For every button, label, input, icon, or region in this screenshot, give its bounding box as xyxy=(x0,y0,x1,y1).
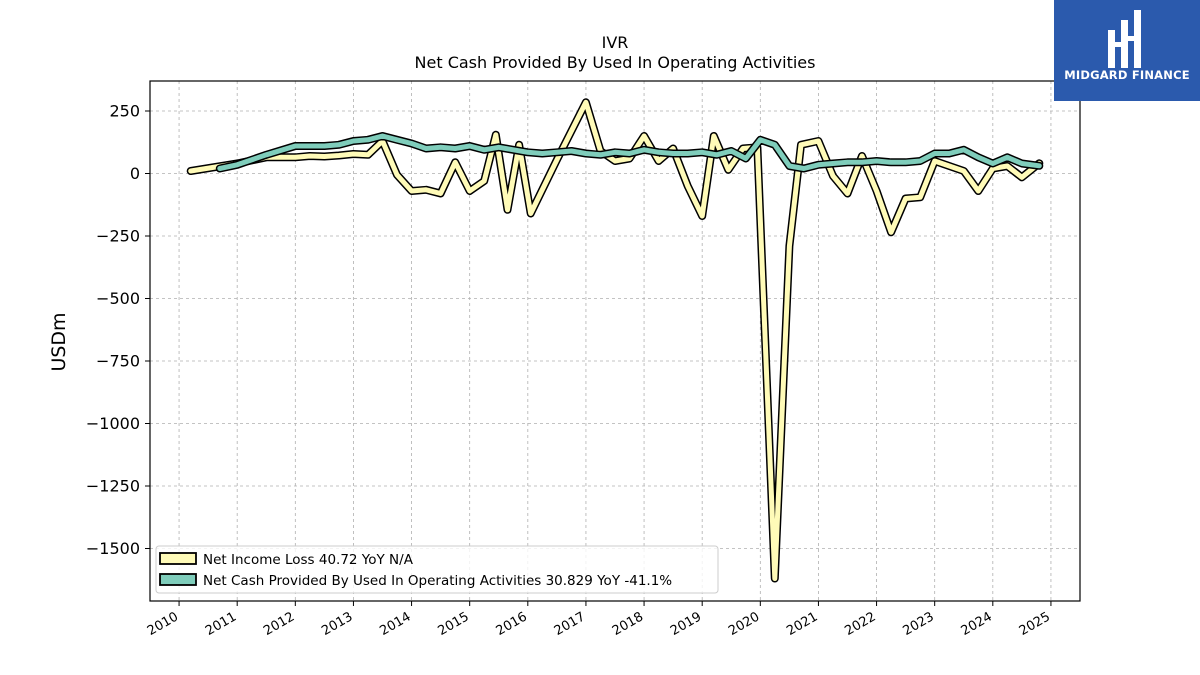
plot-lines xyxy=(186,98,1044,583)
x-tick-label: 2010 xyxy=(145,609,181,639)
x-tick-label: 2012 xyxy=(261,609,297,639)
plot-frame xyxy=(149,80,1081,602)
x-tick-label: 2024 xyxy=(959,609,995,639)
y-tick-label: −1000 xyxy=(86,414,140,433)
chart-title: IVR xyxy=(602,33,629,52)
x-tick-label: 2011 xyxy=(203,609,239,639)
x-tick-label: 2022 xyxy=(842,609,878,639)
x-tick-label: 2018 xyxy=(610,609,646,639)
x-tick-label: 2016 xyxy=(494,609,530,639)
x-tick-label: 2023 xyxy=(901,609,937,639)
x-ticks: 2010 2011 2012 2013 2014 2015 2016 2017 2018 2019… xyxy=(145,601,1053,639)
x-tick-label: 2013 xyxy=(319,609,355,639)
y-tick-label: −750 xyxy=(96,352,140,371)
x-tick-label: 2020 xyxy=(726,609,762,639)
x-tick-label: 2017 xyxy=(552,609,588,639)
brand-name: MIDGARD FINANCE xyxy=(1064,68,1190,82)
y-ticks: 250 0 −250 −500 −750 −1000 −1250 −1500 xyxy=(86,102,150,558)
x-tick-label: 2014 xyxy=(377,609,413,639)
y-tick-label: 250 xyxy=(109,102,140,121)
x-tick-label: 2019 xyxy=(668,609,704,639)
brand-logo: MIDGARD FINANCE xyxy=(1054,0,1200,101)
y-axis-label: USDm xyxy=(48,312,70,371)
y-tick-label: −250 xyxy=(96,227,140,246)
x-tick-label: 2015 xyxy=(436,609,472,639)
y-tick-label: −1250 xyxy=(86,477,140,496)
legend: Net Income Loss 40.72 YoY N/A Net Cash P… xyxy=(155,545,719,594)
y-tick-label: 0 xyxy=(130,164,140,183)
y-tick-label: −500 xyxy=(96,289,140,308)
y-tick-label: −1500 xyxy=(86,539,140,558)
legend-box xyxy=(155,545,719,594)
x-tick-label: 2021 xyxy=(784,609,820,639)
series-line-1 xyxy=(217,133,1042,171)
series-line-0 xyxy=(188,99,1042,581)
legend-swatch-operating-cash xyxy=(159,573,197,586)
legend-swatch-net-income xyxy=(159,552,197,565)
grid xyxy=(150,81,1080,601)
logo-mark-icon xyxy=(1108,10,1141,68)
chart-subtitle: Net Cash Provided By Used In Operating A… xyxy=(415,53,816,72)
legend-label-operating-cash: Net Cash Provided By Used In Operating A… xyxy=(203,573,672,589)
legend-label-net-income: Net Income Loss 40.72 YoY N/A xyxy=(203,552,414,568)
x-tick-label: 2025 xyxy=(1017,609,1053,639)
